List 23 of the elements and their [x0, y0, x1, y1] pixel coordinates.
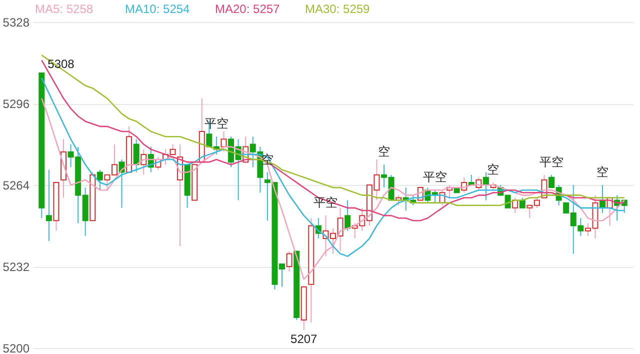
- y-tick-label: 5328: [2, 16, 30, 30]
- candlestick: [519, 197, 526, 208]
- candlestick: [96, 169, 103, 191]
- y-tick-label: 5200: [2, 342, 30, 354]
- candlestick: [133, 138, 140, 173]
- text: MA30: 5259: [305, 2, 370, 16]
- annotation: 空: [378, 144, 390, 159]
- candlestick: [344, 200, 351, 232]
- annotation: 平空: [540, 154, 564, 169]
- annotation: 空: [487, 162, 500, 176]
- annotation: 平空: [422, 170, 447, 184]
- text: MA5: 5258: [35, 2, 94, 16]
- y-tick-label: 5232: [2, 260, 30, 274]
- annotation: 空: [596, 165, 609, 179]
- candlestick: [286, 250, 292, 272]
- text: MA10: 5254: [125, 2, 190, 16]
- text: MA20: 5257: [215, 2, 280, 16]
- y-tick-label: 5264: [2, 178, 30, 192]
- line-series: [40, 77, 626, 257]
- candlestick: [46, 169, 52, 242]
- annotation: 5207: [290, 332, 318, 346]
- y-tick-label: 5296: [2, 97, 30, 111]
- candlestick: [220, 131, 227, 152]
